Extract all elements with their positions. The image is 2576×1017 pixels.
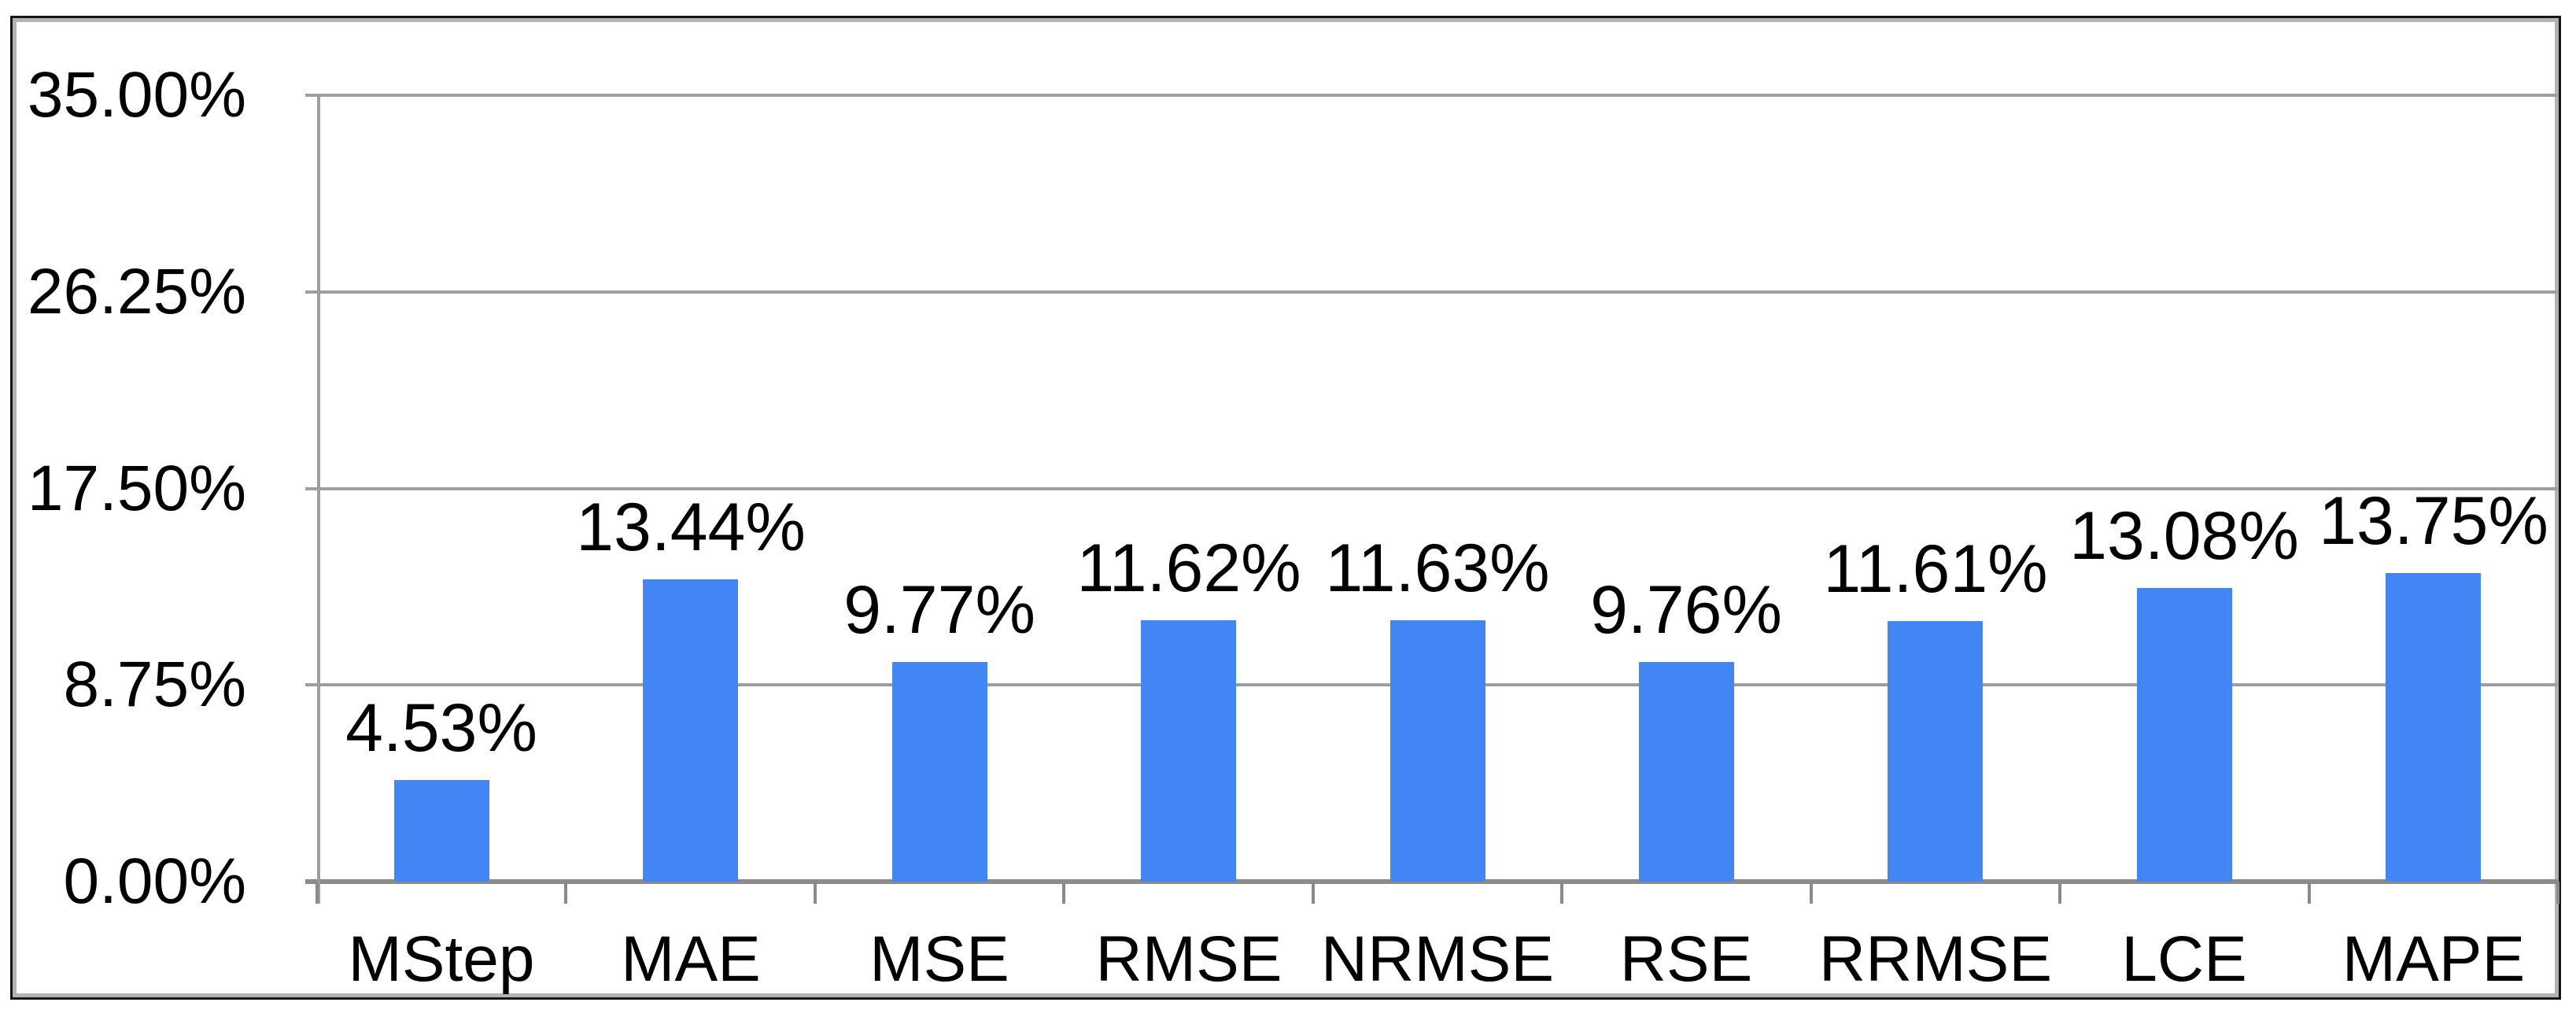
- x-tick-label-RRMSE: RRMSE: [1818, 923, 2053, 995]
- x-tick-label-RMSE: RMSE: [1095, 923, 1282, 995]
- x-axis-tick: [1062, 882, 1065, 904]
- x-axis-tick: [2058, 882, 2061, 904]
- x-tick-label-MSE: MSE: [869, 923, 1009, 995]
- y-tick-label-8.75%: 8.75%: [63, 649, 246, 720]
- x-axis-tick: [1560, 882, 1563, 904]
- bar-RRMSE: [1888, 621, 1983, 882]
- x-axis-tick: [316, 882, 319, 904]
- bar-MAPE: [2386, 573, 2481, 882]
- x-axis-tick: [564, 882, 567, 904]
- value-label-RRMSE: 11.61%: [1823, 531, 2048, 607]
- bar-MSE: [892, 662, 987, 882]
- y-tick-label-35.00%: 35.00%: [27, 59, 246, 131]
- value-label-MStep: 4.53%: [345, 690, 537, 766]
- y-tick-label-26.25%: 26.25%: [27, 256, 246, 327]
- gridline-26.25%: [305, 290, 2558, 294]
- value-label-LCE: 13.08%: [2069, 498, 2299, 574]
- value-label-MSE: 9.77%: [843, 572, 1035, 648]
- x-axis-tick: [2556, 882, 2559, 904]
- x-tick-label-NRMSE: NRMSE: [1320, 923, 1555, 995]
- x-tick-label-MStep: MStep: [348, 923, 535, 995]
- bar-LCE: [2137, 588, 2232, 882]
- value-label-MAPE: 13.75%: [2319, 483, 2548, 559]
- value-label-RMSE: 11.62%: [1076, 531, 1301, 606]
- x-axis-tick: [814, 882, 817, 904]
- plot-area: [305, 94, 2559, 904]
- y-axis-line: [317, 95, 320, 904]
- bar-MAE: [643, 579, 738, 882]
- value-label-MAE: 13.44%: [576, 490, 806, 565]
- gridline-0.00%: [305, 879, 2558, 884]
- x-tick-label-MAE: MAE: [621, 923, 761, 995]
- bar-RSE: [1639, 662, 1734, 882]
- value-label-NRMSE: 11.63%: [1325, 531, 1550, 606]
- x-tick-label-MAPE: MAPE: [2342, 923, 2526, 995]
- bar-MStep: [394, 780, 489, 882]
- x-axis-tick: [1810, 882, 1813, 904]
- value-label-RSE: 9.76%: [1590, 572, 1782, 648]
- x-tick-label-RSE: RSE: [1619, 923, 1753, 995]
- y-tick-label-17.50%: 17.50%: [27, 453, 246, 524]
- bar-RMSE: [1141, 620, 1236, 882]
- gridline-35.00%: [305, 94, 2558, 97]
- x-tick-label-LCE: LCE: [2121, 923, 2247, 995]
- bar-NRMSE: [1390, 620, 1485, 882]
- y-tick-label-0.00%: 0.00%: [63, 845, 246, 917]
- x-axis-tick: [2308, 882, 2311, 904]
- x-axis-tick: [1312, 882, 1315, 904]
- gridline-17.50%: [305, 487, 2558, 490]
